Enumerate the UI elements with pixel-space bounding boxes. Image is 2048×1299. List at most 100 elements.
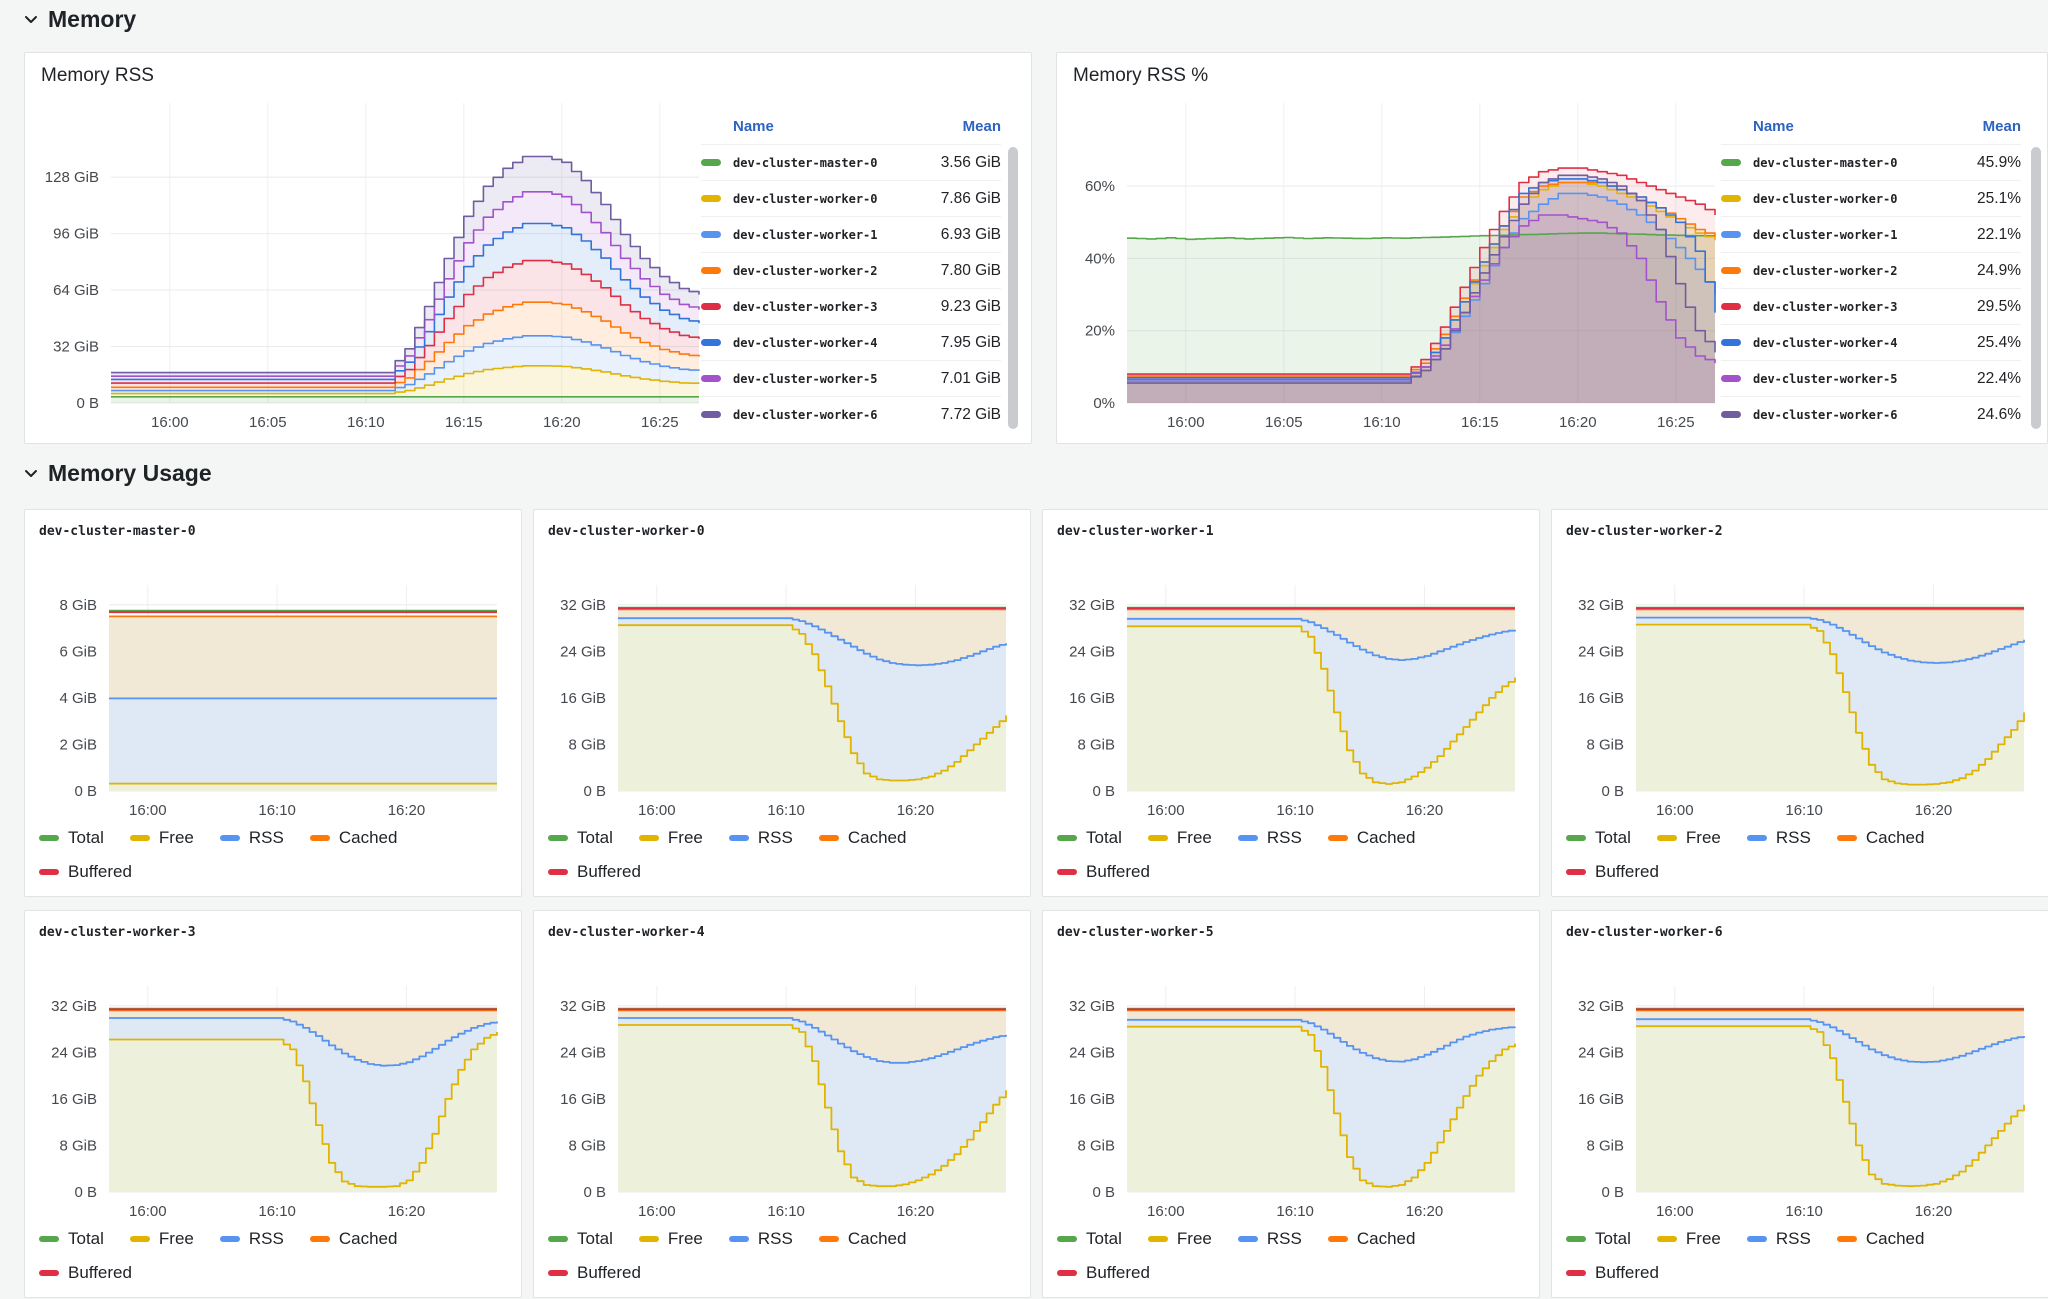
- memory-rss-pct-chart[interactable]: 16:00 16:05 16:10 16:15 16:20 16:25 0% 20% 40% 60…: [1057, 97, 1717, 437]
- legend-row[interactable]: dev-cluster-worker-5 22.4%: [1721, 360, 2021, 396]
- legend-row[interactable]: dev-cluster-worker-6 24.6%: [1721, 396, 2021, 432]
- legend-row[interactable]: dev-cluster-worker-3 29.5%: [1721, 288, 2021, 324]
- section-header-memory[interactable]: Memory: [24, 6, 136, 33]
- memory-usage-panel-title[interactable]: dev-cluster-worker-1: [1057, 524, 1214, 539]
- legend-item-total[interactable]: Total: [548, 828, 613, 848]
- panel-title-memory-rss[interactable]: Memory RSS: [41, 65, 154, 86]
- legend-item-free[interactable]: Free: [638, 828, 703, 848]
- legend-header-row: Name Mean: [1721, 109, 2021, 144]
- legend-item-rss[interactable]: RSS: [1746, 828, 1811, 848]
- legend-item-total[interactable]: Total: [1057, 1229, 1122, 1249]
- svg-text:16:10: 16:10: [1785, 802, 1823, 819]
- legend-item-total[interactable]: Total: [1566, 828, 1631, 848]
- legend-item-buffered[interactable]: Buffered: [39, 862, 132, 882]
- legend-item-cached[interactable]: Cached: [1327, 1229, 1415, 1249]
- legend-item-buffered[interactable]: Buffered: [1566, 1263, 1659, 1283]
- svg-text:16:05: 16:05: [1265, 414, 1303, 431]
- legend-item-cached[interactable]: Cached: [818, 1229, 906, 1249]
- legend-item-cached[interactable]: Cached: [309, 1229, 398, 1249]
- legend-item-rss[interactable]: RSS: [219, 828, 284, 848]
- legend-item-rss[interactable]: RSS: [728, 1229, 793, 1249]
- section-header-memory-usage[interactable]: Memory Usage: [24, 460, 212, 487]
- legend-item-free[interactable]: Free: [129, 828, 194, 848]
- legend-scrollbar[interactable]: [2031, 147, 2041, 429]
- legend-row[interactable]: dev-cluster-worker-4 25.4%: [1721, 324, 2021, 360]
- legend-item-cached[interactable]: Cached: [1327, 828, 1415, 848]
- svg-text:16:10: 16:10: [1363, 414, 1401, 431]
- series-color-chip: [1656, 835, 1677, 841]
- legend-row[interactable]: dev-cluster-worker-2 7.80 GiB: [701, 252, 1001, 288]
- memory-usage-chart[interactable]: 16:00 16:10 16:20 0 B 8 GiB 16 GiB 24 GiB 32 Gi…: [534, 955, 1031, 1227]
- legend-item-free[interactable]: Free: [1656, 828, 1721, 848]
- legend-row[interactable]: dev-cluster-worker-3 9.23 GiB: [701, 288, 1001, 324]
- legend-item-cached[interactable]: Cached: [1836, 1229, 1924, 1249]
- memory-usage-panel-title[interactable]: dev-cluster-worker-4: [548, 925, 705, 940]
- legend-col-mean[interactable]: Mean: [962, 118, 1001, 135]
- memory-usage-chart[interactable]: 16:00 16:10 16:20 0 B 8 GiB 16 GiB 24 GiB 32 Gi…: [534, 554, 1031, 826]
- legend-item-rss[interactable]: RSS: [1237, 1229, 1302, 1249]
- series-color-chip: [1836, 835, 1857, 841]
- memory-usage-chart[interactable]: 16:00 16:10 16:20 0 B 8 GiB 16 GiB 24 GiB 32 Gi…: [1043, 554, 1540, 826]
- legend-item-total[interactable]: Total: [1057, 828, 1122, 848]
- panel-title-memory-rss-pct[interactable]: Memory RSS %: [1073, 65, 1209, 86]
- legend-item-buffered[interactable]: Buffered: [1566, 862, 1659, 882]
- legend-item-total[interactable]: Total: [1566, 1229, 1631, 1249]
- legend-item-free[interactable]: Free: [638, 1229, 703, 1249]
- legend-item-buffered[interactable]: Buffered: [1057, 862, 1150, 882]
- legend-item-free[interactable]: Free: [129, 1229, 194, 1249]
- legend-item-buffered[interactable]: Buffered: [548, 1263, 641, 1283]
- memory-usage-panel-title[interactable]: dev-cluster-worker-6: [1566, 925, 1723, 940]
- legend-item-label: Buffered: [1595, 862, 1659, 881]
- memory-usage-chart[interactable]: 16:00 16:10 16:20 0 B 8 GiB 16 GiB 24 GiB 32 Gi…: [1043, 955, 1540, 1227]
- legend-col-name[interactable]: Name: [733, 118, 774, 135]
- legend-row[interactable]: dev-cluster-worker-5 7.01 GiB: [701, 360, 1001, 396]
- svg-text:16 GiB: 16 GiB: [1069, 1091, 1115, 1108]
- legend-item-free[interactable]: Free: [1147, 1229, 1212, 1249]
- memory-usage-chart[interactable]: 16:00 16:10 16:20 0 B 8 GiB 16 GiB 24 GiB 32 Gi…: [1552, 955, 2048, 1227]
- legend-row[interactable]: dev-cluster-worker-1 6.93 GiB: [701, 216, 1001, 252]
- memory-usage-chart[interactable]: 16:00 16:10 16:20 0 B 8 GiB 16 GiB 24 GiB 32 Gi…: [1552, 554, 2048, 826]
- svg-text:16 GiB: 16 GiB: [1578, 690, 1624, 707]
- legend-item-cached[interactable]: Cached: [1836, 828, 1924, 848]
- memory-usage-panel-title[interactable]: dev-cluster-worker-0: [548, 524, 705, 539]
- legend-item-label: Total: [1086, 828, 1122, 847]
- legend-item-free[interactable]: Free: [1147, 828, 1212, 848]
- legend-row[interactable]: dev-cluster-worker-0 7.86 GiB: [701, 180, 1001, 216]
- legend-item-label: Cached: [338, 1229, 398, 1248]
- legend-row[interactable]: dev-cluster-master-0 3.56 GiB: [701, 144, 1001, 180]
- legend-item-buffered[interactable]: Buffered: [39, 1263, 132, 1283]
- legend-item-rss[interactable]: RSS: [1746, 1229, 1811, 1249]
- memory-usage-chart[interactable]: 16:00 16:10 16:20 0 B 8 GiB 16 GiB 24 GiB 32 Gi…: [25, 955, 522, 1227]
- legend-scrollbar[interactable]: [1008, 147, 1018, 429]
- svg-text:16:00: 16:00: [1167, 414, 1205, 431]
- legend-item-total[interactable]: Total: [39, 1229, 104, 1249]
- memory-usage-panel-title[interactable]: dev-cluster-worker-3: [39, 925, 196, 940]
- legend-item-rss[interactable]: RSS: [728, 828, 793, 848]
- panel-memory-rss-pct: Memory RSS % 16:00 16:05 16:10 16:15 16:20 16…: [1056, 52, 2048, 444]
- panel-memory-rss: Memory RSS 16:00 16:05 16:10 16:15 16:20 16:2…: [24, 52, 1032, 444]
- legend-row[interactable]: dev-cluster-worker-4 7.95 GiB: [701, 324, 1001, 360]
- legend-col-name[interactable]: Name: [1753, 118, 1794, 135]
- legend-item-rss[interactable]: RSS: [219, 1229, 284, 1249]
- memory-rss-chart[interactable]: 16:00 16:05 16:10 16:15 16:20 16:25 0 B 32 GiB 6…: [25, 97, 701, 437]
- legend-row[interactable]: dev-cluster-worker-0 25.1%: [1721, 180, 2021, 216]
- memory-usage-panel-title[interactable]: dev-cluster-worker-2: [1566, 524, 1723, 539]
- legend-row[interactable]: dev-cluster-worker-1 22.1%: [1721, 216, 2021, 252]
- legend-item-label: Total: [577, 828, 613, 847]
- memory-usage-panel-title[interactable]: dev-cluster-master-0: [39, 524, 196, 539]
- legend-item-cached[interactable]: Cached: [309, 828, 397, 848]
- legend-item-buffered[interactable]: Buffered: [548, 862, 641, 882]
- legend-row[interactable]: dev-cluster-worker-2 24.9%: [1721, 252, 2021, 288]
- legend-item-total[interactable]: Total: [548, 1229, 613, 1249]
- legend-item-total[interactable]: Total: [39, 828, 104, 848]
- legend-item-rss[interactable]: RSS: [1237, 828, 1302, 848]
- memory-usage-chart[interactable]: 16:00 16:10 16:20 0 B 2 GiB 4 GiB 6 GiB 8 GiB: [25, 554, 522, 826]
- legend-row[interactable]: dev-cluster-master-0 45.9%: [1721, 144, 2021, 180]
- legend-item-free[interactable]: Free: [1656, 1229, 1721, 1249]
- series-mean-value: 24.9%: [1977, 261, 2021, 279]
- memory-usage-panel-title[interactable]: dev-cluster-worker-5: [1057, 925, 1214, 940]
- legend-col-mean[interactable]: Mean: [1982, 118, 2021, 135]
- legend-item-cached[interactable]: Cached: [818, 828, 906, 848]
- legend-row[interactable]: dev-cluster-worker-6 7.72 GiB: [701, 396, 1001, 432]
- legend-item-buffered[interactable]: Buffered: [1057, 1263, 1150, 1283]
